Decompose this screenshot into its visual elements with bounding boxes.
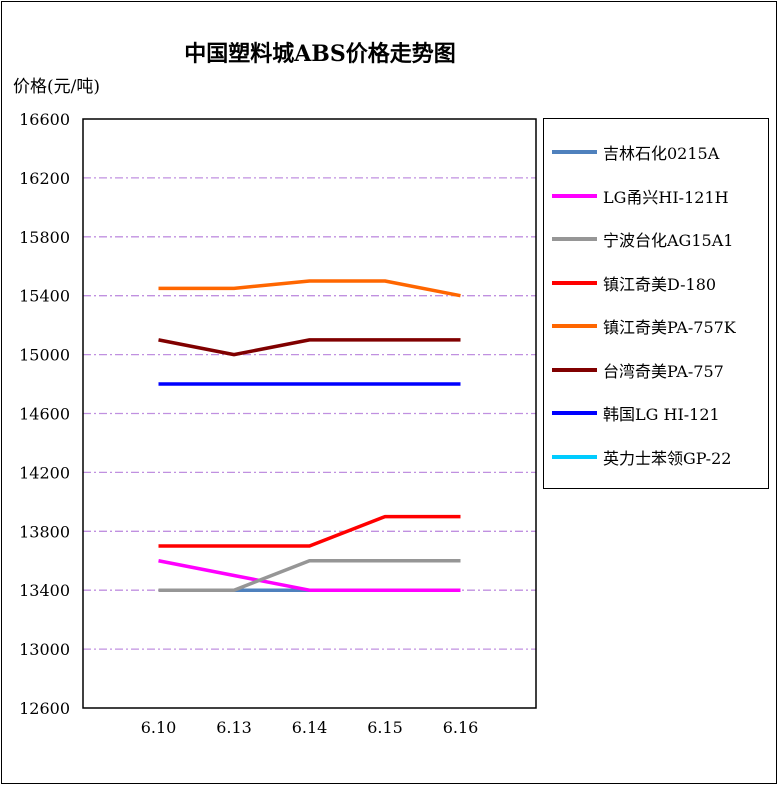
y-tick-label: 13400 xyxy=(19,581,70,600)
legend-item: 宁波台化AG15A1 xyxy=(552,228,733,250)
series-line xyxy=(158,559,461,592)
x-tick-label: 6.16 xyxy=(443,718,479,737)
legend-label: 吉林石化0215A xyxy=(603,144,720,163)
y-tick-label: 12600 xyxy=(19,699,70,718)
legend: 吉林石化0215A LG甬兴HI-121H 宁波台化AG15A1 镇江奇美D-180 镇… xyxy=(543,118,769,489)
legend-label: 镇江奇美D-180 xyxy=(603,274,717,294)
legend-swatch xyxy=(552,367,597,372)
y-tick-label: 15800 xyxy=(19,228,70,247)
x-tick-label: 6.15 xyxy=(367,718,403,737)
y-tick-label: 15400 xyxy=(19,287,70,306)
x-tick-label: 6.10 xyxy=(141,718,177,737)
legend-swatch xyxy=(552,280,597,285)
y-tick-label: 14600 xyxy=(19,405,70,424)
legend-item: 台湾奇美PA-757 xyxy=(552,359,724,381)
legend-label: 镇江奇美PA-757K xyxy=(603,318,736,337)
series-line xyxy=(158,559,461,592)
chart-title: 中国塑料城ABS价格走势图 xyxy=(184,41,456,67)
x-tick-label: 6.13 xyxy=(216,718,252,737)
legend-item: 韩国LG HI-121 xyxy=(552,402,720,424)
legend-label: 宁波台化AG15A1 xyxy=(603,231,734,250)
legend-swatch xyxy=(552,193,597,198)
legend-label: 韩国LG HI-121 xyxy=(603,405,720,424)
legend-swatch xyxy=(552,454,597,459)
y-tick-label: 16600 xyxy=(19,110,70,129)
y-tick-label: 13800 xyxy=(19,522,70,541)
legend-item: LG甬兴HI-121H xyxy=(552,185,729,207)
x-tick-label: 6.14 xyxy=(292,718,328,737)
plot-area xyxy=(82,118,537,709)
legend-item: 镇江奇美D-180 xyxy=(552,272,716,294)
legend-item: 英力士苯领GP-22 xyxy=(552,446,731,468)
legend-swatch xyxy=(552,324,597,328)
legend-swatch xyxy=(552,150,597,154)
legend-item: 镇江奇美PA-757K xyxy=(552,315,736,337)
series-line xyxy=(158,279,461,298)
legend-swatch xyxy=(552,411,597,415)
legend-label: 台湾奇美PA-757 xyxy=(603,361,724,381)
y-tick-label: 16200 xyxy=(19,169,70,188)
legend-swatch xyxy=(552,237,597,241)
series-line xyxy=(158,338,461,357)
legend-label: LG甬兴HI-121H xyxy=(603,187,729,207)
legend-label: 英力士苯领GP-22 xyxy=(603,448,732,468)
y-axis-label: 价格(元/吨) xyxy=(13,77,100,97)
y-tick-label: 14200 xyxy=(19,463,70,482)
y-tick-label: 13000 xyxy=(19,640,70,659)
y-tick-label: 15000 xyxy=(19,346,70,365)
series-line xyxy=(158,514,461,548)
legend-item: 吉林石化0215A xyxy=(552,141,719,163)
